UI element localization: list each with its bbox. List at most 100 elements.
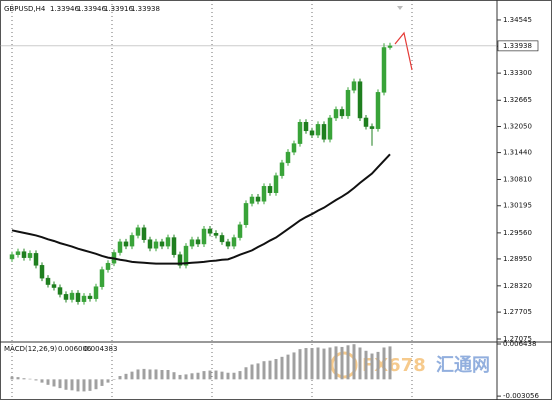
macd-bar: [76, 379, 80, 392]
candle-body: [123, 241, 129, 247]
candle-body: [63, 294, 69, 300]
y-tick-label: 1.27075: [503, 335, 532, 343]
candle-body: [27, 253, 33, 258]
candle-body: [117, 241, 123, 253]
macd-bar: [244, 367, 248, 380]
candle-body: [135, 227, 141, 236]
candle-body: [357, 81, 363, 119]
price-box: [497, 40, 539, 52]
watermark-site: 汇通网: [436, 355, 490, 376]
quote-open: 1.33946: [50, 5, 79, 13]
candle-body: [159, 241, 165, 247]
macd-title: MACD(12,26,9): [4, 345, 57, 353]
candle-body: [285, 151, 291, 164]
macd-bar: [88, 379, 92, 391]
macd-bar: [250, 364, 254, 380]
candle-body: [51, 284, 57, 288]
candle-body: [321, 124, 327, 140]
macd-bar: [82, 379, 86, 392]
candle-body: [219, 235, 225, 243]
quote-low: 1.33916: [104, 5, 133, 13]
candle-body: [297, 121, 303, 144]
candle-body: [207, 228, 213, 234]
macd-bar: [376, 351, 380, 380]
candle-body: [309, 130, 315, 136]
candle-body: [9, 254, 15, 260]
macd-bar: [280, 356, 284, 380]
candle-body: [69, 292, 75, 300]
macd-bar: [208, 370, 212, 380]
macd-bar: [352, 344, 356, 380]
candle-body: [237, 224, 243, 238]
candle-body: [339, 109, 345, 117]
macd-bar: [148, 369, 152, 380]
macd-bar: [34, 379, 38, 381]
y-tick-label: 1.28950: [503, 255, 532, 263]
macd-bar: [46, 379, 50, 385]
macd-bar: [196, 372, 200, 380]
candle-body: [267, 186, 273, 193]
macd-bar: [388, 346, 392, 380]
quote-high: 1.33946: [77, 5, 106, 13]
macd-bar: [130, 371, 134, 380]
candle-body: [303, 121, 309, 132]
candle-body: [87, 295, 93, 299]
symbol: GBPUSD,H4: [4, 5, 46, 13]
candle-body: [363, 117, 369, 127]
candle-body: [333, 109, 339, 119]
candle-body: [153, 241, 159, 249]
candle-body: [231, 237, 237, 247]
candle-body: [279, 162, 285, 176]
candle-body: [195, 239, 201, 245]
macd-bar: [172, 372, 176, 380]
candle-body: [93, 286, 99, 299]
macd-bar: [40, 379, 44, 383]
y-tick-label: 1.32665: [503, 96, 532, 104]
candle-body: [261, 186, 267, 202]
macd-bar: [292, 352, 296, 380]
candle-body: [141, 227, 147, 240]
period-marker: [397, 6, 403, 10]
candle-body: [129, 235, 135, 247]
macd-bar: [214, 370, 218, 380]
macd-readout: 0.004383: [84, 345, 117, 353]
macd-bar: [118, 376, 122, 380]
candle-body: [387, 45, 393, 48]
candle-body: [105, 262, 111, 270]
macd-bar: [190, 373, 194, 380]
y-tick-label: 1.34545: [503, 16, 532, 24]
macd-readout: 0.006006: [58, 345, 92, 353]
candle-body: [213, 233, 219, 236]
y-tick-label: 1.32050: [503, 123, 532, 131]
candles: [9, 42, 393, 305]
candle-body: [171, 237, 177, 255]
candle-body: [249, 196, 255, 204]
macd-bar: [154, 369, 158, 380]
macd-bar: [304, 348, 308, 380]
candle-body: [189, 239, 195, 247]
macd-bar: [328, 347, 332, 380]
macd-bar: [70, 379, 74, 391]
y-tick-label: 1.30810: [503, 175, 532, 183]
candle-body: [57, 287, 63, 295]
y-tick-label: 0.006438: [503, 340, 536, 348]
macd-bar: [52, 379, 56, 387]
macd-bar: [160, 370, 164, 380]
moving-average: [11, 153, 391, 265]
candle-body: [243, 203, 249, 226]
macd-bar: [28, 378, 32, 380]
macd-bar: [124, 373, 128, 380]
y-tick-label: -0.003056: [503, 392, 539, 400]
macd-bar: [178, 374, 182, 380]
macd-bar: [298, 349, 302, 380]
macd-bar: [142, 368, 146, 380]
candle-body: [201, 228, 207, 245]
macd-bar: [64, 379, 68, 390]
candle-body: [147, 239, 153, 249]
candle-body: [381, 47, 387, 93]
quote-close: 1.33938: [131, 5, 160, 13]
candle-body: [21, 251, 27, 258]
macd-bar: [136, 369, 140, 380]
macd-bar: [22, 378, 26, 380]
